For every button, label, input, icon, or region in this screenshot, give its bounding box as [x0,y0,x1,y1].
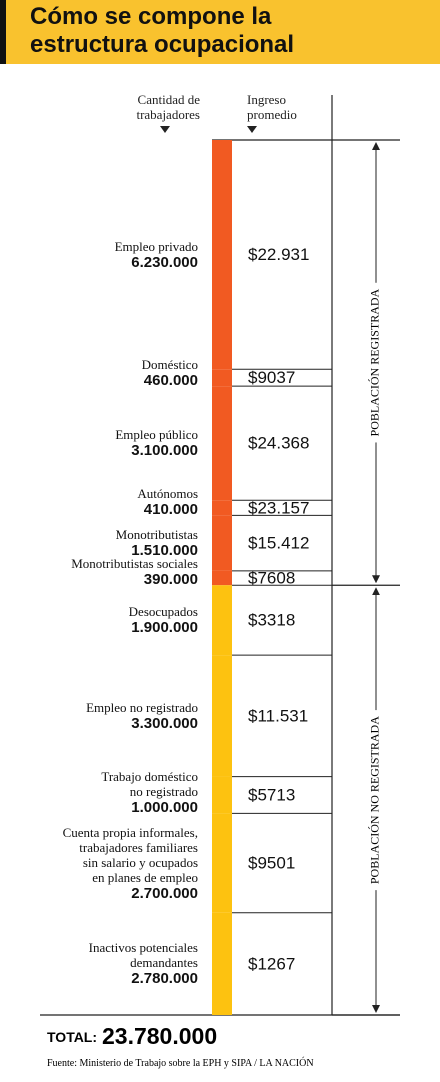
bar-segment [212,140,232,370]
count-label: 1.000.000 [131,799,198,817]
category-label: Autónomos 410.000 [8,486,198,518]
category-name: Empleo privado [114,238,198,254]
category-label: Trabajo doméstico no registrado 1.000.000 [8,769,198,816]
category-name: Monotributistas [115,527,198,543]
count-label: 390.000 [143,571,198,589]
bar-segment [212,776,232,814]
group-label-bg [368,282,384,443]
category-name: Trabajo doméstico no registrado [101,769,198,800]
income-label: $22.931 [248,245,309,264]
category-label: Cuenta propia informales, trabajadores f… [8,825,198,902]
category-name: Empleo público [115,427,198,443]
income-label: $1267 [248,954,295,973]
total-value: 23.780.000 [102,1023,218,1049]
count-label: 3.100.000 [131,442,198,460]
total-label: TOTAL: [47,1029,98,1045]
header-edge [0,0,6,64]
income-label: $7608 [248,569,295,588]
bar-segment [212,813,232,913]
category-label: Inactivos potenciales demandantes 2.780.0… [8,940,198,987]
income-label: $9037 [248,368,295,387]
count-label: 2.780.000 [131,970,198,988]
category-label: Doméstico 460.000 [8,357,198,389]
category-name: Autónomos [137,486,198,502]
header-arrow [160,126,170,133]
category-label: Desocupados 1.900.000 [8,604,198,636]
source: Fuente: Ministerio de Trabajo sobre la E… [47,1058,314,1069]
bar-segment [212,655,232,777]
bar-segment [212,369,232,387]
bar-segment [212,570,232,586]
category-name: Empleo no registrado [86,699,198,715]
income-label: $5713 [248,785,295,804]
bar-segment [212,585,232,656]
category-name: Cuenta propia informales, trabajadores f… [62,824,198,885]
category-name: Monotributistas sociales [71,556,198,572]
category-name: Inactivos potenciales demandantes [88,940,198,971]
header-band [0,0,440,64]
income-label: $9501 [248,854,295,873]
count-label: 6.230.000 [131,253,198,271]
count-label: 3.300.000 [131,714,198,732]
header-arrow [247,126,257,133]
category-label: Empleo público 3.100.000 [8,427,198,459]
count-label: 1.510.000 [131,542,198,560]
bar-segment [212,912,232,1015]
category-name: Doméstico [141,357,198,373]
bar-segment [212,515,232,571]
income-label: $3318 [248,611,295,630]
bar-segment [212,500,232,516]
category-label: Monotributistas 1.510.000 [8,527,198,559]
group-label: POBLACIÓN NO REGISTRADA [368,716,382,884]
category-label: Monotributistas sociales 390.000 [8,556,198,588]
category-label: Empleo no registrado 3.300.000 [8,700,198,732]
income-label: $11.531 [248,706,308,725]
count-label: 410.000 [143,501,198,519]
group-label-bg [368,710,384,891]
income-header: Ingreso promedio [247,92,297,122]
count-header: Cantidad de trabajadores [136,92,200,122]
category-name: Desocupados [128,604,198,620]
income-label: $24.368 [248,434,309,453]
income-label: $23.157 [248,498,309,517]
income-label: $15.412 [248,534,309,553]
title: Cómo se compone la estructura ocupaciona… [30,3,295,58]
count-label: 1.900.000 [131,619,198,637]
category-label: Empleo privado 6.230.000 [8,239,198,271]
group-label: POBLACIÓN REGISTRADA [368,288,382,436]
count-label: 460.000 [143,372,198,390]
count-label: 2.700.000 [131,884,198,902]
bar-segment [212,386,232,501]
